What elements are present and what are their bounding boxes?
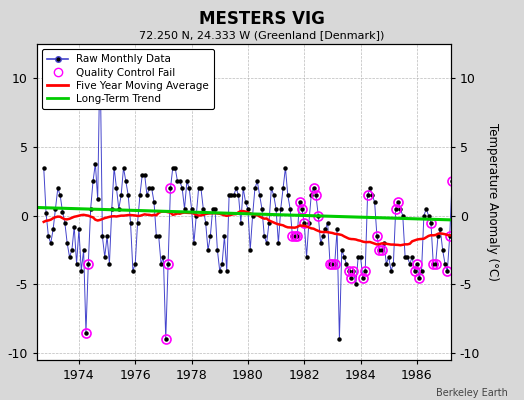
Legend: Raw Monthly Data, Quality Control Fail, Five Year Moving Average, Long-Term Tren: Raw Monthly Data, Quality Control Fail, … [42, 49, 214, 109]
Text: Berkeley Earth: Berkeley Earth [436, 388, 508, 398]
Text: 72.250 N, 24.333 W (Greenland [Denmark]): 72.250 N, 24.333 W (Greenland [Denmark]) [139, 30, 385, 40]
Text: MESTERS VIG: MESTERS VIG [199, 10, 325, 28]
Y-axis label: Temperature Anomaly (°C): Temperature Anomaly (°C) [486, 123, 499, 281]
